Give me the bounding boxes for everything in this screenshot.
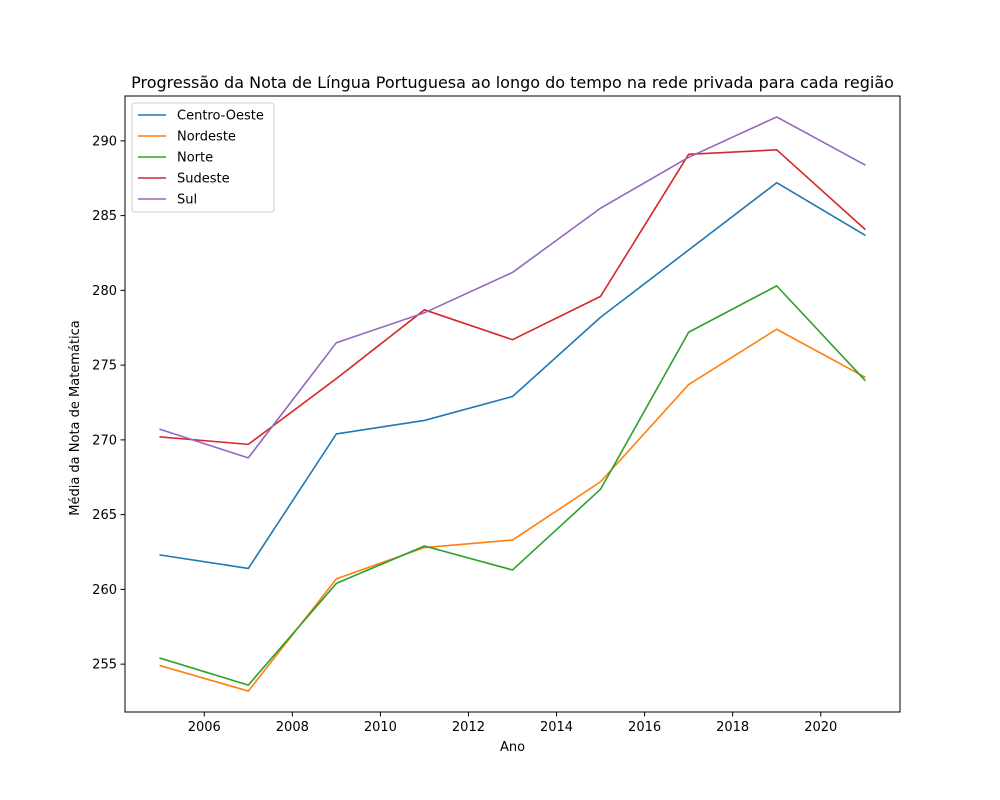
y-tick-label: 270 (92, 433, 117, 448)
y-tick-label: 280 (92, 284, 117, 299)
axes-ticks: 2006 2008 2010 2012 2014 2016 2018 2020 255 260 26… (92, 95, 901, 735)
x-tick-label: 2020 (804, 720, 837, 735)
y-tick-label: 255 (92, 658, 117, 673)
chart-title: Progressão da Nota de Língua Portuguesa … (131, 73, 894, 92)
series-line-4 (159, 116, 866, 459)
x-axis-label: Ano (500, 740, 525, 755)
x-tick-label: 2010 (364, 720, 397, 735)
y-axis-label: Média da Nota de Matemática (68, 320, 83, 516)
x-tick-label: 2018 (716, 720, 749, 735)
y-tick-label: 275 (92, 359, 117, 374)
series-line-2 (159, 285, 866, 686)
x-tick-label: 2006 (188, 720, 221, 735)
x-tick-label: 2012 (452, 720, 485, 735)
series-line-3 (159, 149, 866, 446)
legend-label-1: Nordeste (177, 130, 236, 145)
legend-box (131, 102, 275, 213)
series-line-1 (159, 328, 866, 692)
legend-label-0: Centro-Oeste (177, 109, 264, 124)
y-tick-label: 260 (92, 583, 117, 598)
x-tick-label: 2014 (540, 720, 573, 735)
legend-label-3: Sudeste (177, 172, 230, 187)
legend-label-4: Sul (177, 193, 197, 208)
plot-area (159, 116, 866, 692)
x-tick-label: 2008 (276, 720, 309, 735)
legend: Centro-Oeste Nordeste Norte Sudeste Sul (131, 102, 275, 213)
series-line-0 (159, 181, 866, 570)
y-tick-label: 290 (92, 134, 117, 149)
x-tick-label: 2016 (628, 720, 661, 735)
y-tick-label: 265 (92, 508, 117, 523)
legend-label-2: Norte (177, 151, 213, 166)
axes-frame (124, 95, 901, 713)
y-tick-label: 285 (92, 209, 117, 224)
